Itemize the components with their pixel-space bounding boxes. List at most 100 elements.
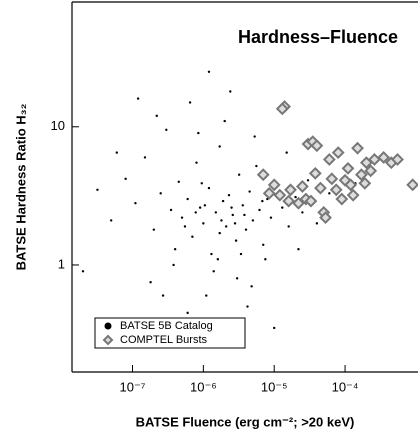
legend: BATSE 5B Catalog COMPTEL Bursts — [94, 317, 246, 349]
point — [155, 114, 158, 118]
point — [251, 219, 255, 222]
point — [284, 183, 297, 197]
point — [244, 228, 248, 231]
point — [218, 231, 221, 235]
x-tick-label: 10⁻⁶ — [190, 379, 217, 394]
point — [172, 263, 175, 267]
point — [377, 151, 391, 164]
point — [230, 206, 233, 209]
y-axis-label: BATSE Hardness Ratio H₃₂ — [13, 103, 28, 270]
point — [248, 190, 251, 193]
point — [346, 188, 360, 202]
point — [210, 252, 213, 256]
x-axis-label: BATSE Fluence (erg cm⁻²; >20 keV) — [136, 414, 355, 429]
point — [161, 294, 165, 297]
x-tick-label: 10⁻⁷ — [119, 379, 145, 394]
point — [325, 172, 339, 186]
point — [237, 173, 241, 176]
point — [358, 176, 372, 190]
y-tick-label: 10 — [51, 118, 65, 133]
point — [224, 225, 228, 228]
point — [81, 270, 85, 273]
point — [258, 208, 261, 212]
point — [115, 151, 118, 154]
point — [328, 192, 331, 195]
point — [315, 222, 319, 225]
x-tick-label: 10⁻⁵ — [261, 379, 288, 394]
point — [273, 326, 276, 330]
point — [207, 186, 211, 190]
point — [227, 193, 231, 197]
point — [149, 281, 152, 284]
point — [183, 225, 187, 228]
point — [287, 225, 290, 228]
legend-marker — [104, 322, 112, 330]
point — [322, 153, 336, 166]
point — [191, 235, 194, 238]
point — [246, 305, 249, 308]
point — [202, 222, 205, 225]
point — [282, 194, 296, 208]
point — [177, 180, 180, 183]
point — [124, 177, 127, 181]
point — [234, 239, 238, 242]
point — [261, 199, 264, 203]
point — [203, 204, 207, 207]
point — [221, 199, 225, 203]
y-tick-label: 1 — [58, 256, 65, 271]
point — [344, 178, 358, 192]
point — [297, 248, 300, 251]
point — [250, 285, 253, 288]
point — [241, 204, 244, 207]
point — [351, 141, 364, 155]
point — [306, 179, 310, 182]
legend-marker — [102, 334, 114, 346]
point — [200, 182, 203, 185]
point — [273, 188, 287, 202]
legend-box — [94, 317, 246, 349]
chart-title: Hardness–Fluence — [238, 27, 398, 47]
legend-label: BATSE 5B Catalog — [120, 320, 213, 332]
point — [253, 135, 256, 138]
point — [256, 168, 270, 182]
point — [231, 213, 234, 217]
point — [186, 197, 189, 201]
point — [143, 156, 147, 159]
point — [269, 216, 273, 219]
point — [319, 211, 332, 225]
point — [243, 213, 246, 217]
point — [304, 194, 318, 208]
point — [136, 97, 140, 100]
point — [165, 128, 168, 132]
point — [294, 195, 297, 199]
point — [180, 216, 184, 219]
point — [212, 270, 215, 273]
point — [329, 183, 343, 197]
point — [267, 178, 281, 192]
point — [198, 206, 202, 209]
point — [214, 211, 218, 214]
point — [205, 294, 208, 297]
point — [264, 258, 267, 261]
point — [364, 164, 378, 178]
point — [188, 101, 192, 104]
point — [262, 186, 276, 200]
point — [197, 131, 200, 135]
point — [194, 211, 197, 214]
point — [109, 219, 113, 222]
point — [281, 206, 284, 209]
point — [295, 180, 309, 193]
point — [301, 211, 304, 214]
point — [134, 201, 137, 205]
point — [391, 153, 404, 166]
point — [207, 70, 211, 73]
point — [159, 192, 162, 195]
point — [310, 139, 324, 153]
point — [220, 219, 223, 222]
point — [186, 311, 189, 315]
point — [173, 248, 177, 251]
point — [218, 145, 221, 148]
point — [96, 188, 99, 191]
point — [239, 252, 243, 256]
